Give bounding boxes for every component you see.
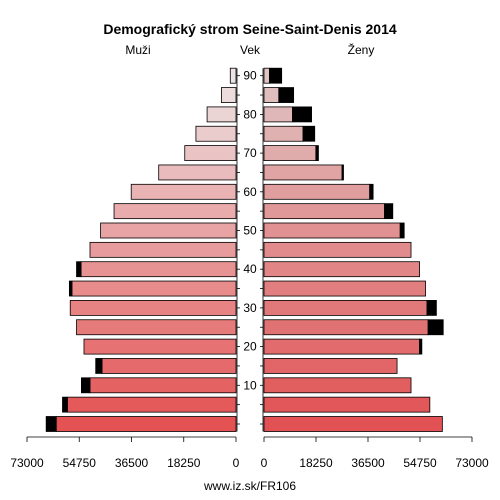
right-x-tick-label: 54750: [403, 456, 437, 470]
left-side-label: Muži: [125, 43, 150, 57]
male-bar: [113, 203, 237, 220]
male-bar: [184, 145, 237, 162]
female-bar: [263, 203, 385, 220]
right-x-tick-label: 18250: [299, 456, 333, 470]
female-bar: [263, 183, 371, 200]
axes-layer: 10 20 30 40 50 60 70 80 90 0 0 18250 18250 36500 36500…: [10, 68, 489, 470]
male-bar: [195, 125, 237, 142]
age-axis-label: Vek: [240, 43, 261, 57]
male-extra-bar: [95, 358, 103, 374]
female-bar: [263, 241, 412, 258]
female-extra-bar: [384, 203, 394, 220]
male-bar: [101, 358, 237, 374]
age-tick-label: 30: [243, 301, 257, 315]
female-bar: [263, 222, 401, 239]
female-extra-bar: [302, 125, 316, 142]
age-tick-label: 80: [243, 107, 257, 121]
female-extra-bar: [292, 106, 312, 123]
female-extra-bar: [369, 183, 374, 200]
female-extra-bar: [427, 319, 444, 336]
age-tick-label: 50: [243, 224, 257, 238]
female-bar: [263, 416, 443, 432]
female-extra-bar: [399, 222, 405, 239]
male-bar: [76, 319, 237, 336]
female-bar: [263, 87, 280, 103]
female-bar: [263, 358, 398, 374]
right-x-tick-label: 73000: [455, 456, 489, 470]
male-bar: [130, 183, 237, 200]
male-extra-bar: [76, 261, 82, 278]
male-extra-bar: [45, 416, 57, 432]
male-extra-bar: [62, 396, 68, 413]
male-bar: [83, 338, 237, 355]
age-tick-label: 60: [243, 185, 257, 199]
female-bar: [263, 261, 420, 278]
male-extra-bar: [80, 377, 91, 394]
female-bar: [263, 67, 270, 84]
female-bar: [263, 164, 343, 181]
right-x-tick-label: 0: [261, 456, 268, 470]
female-extra-bar: [426, 299, 437, 316]
female-bar: [263, 396, 431, 413]
right-side-label: Ženy: [348, 42, 375, 57]
left-x-tick-label: 73000: [10, 456, 44, 470]
male-bar: [229, 67, 237, 84]
male-bar: [71, 280, 237, 297]
female-bar: [263, 319, 429, 336]
male-bar: [220, 87, 237, 103]
footer-url: www.iz.sk/FR106: [203, 479, 296, 493]
male-bar: [100, 222, 237, 239]
age-tick-label: 20: [243, 340, 257, 354]
male-bar: [66, 396, 237, 413]
female-bar: [263, 125, 304, 142]
female-extra-bar: [269, 67, 283, 84]
female-bar: [263, 106, 293, 123]
right-x-tick-label: 36500: [351, 456, 385, 470]
age-tick-label: 70: [243, 146, 257, 160]
age-tick-label: 10: [243, 378, 257, 392]
male-bar: [206, 106, 237, 123]
female-extra-bar: [341, 164, 344, 181]
male-bar: [55, 416, 237, 432]
male-bar: [80, 261, 237, 278]
female-bar: [263, 145, 317, 162]
male-bar: [89, 377, 237, 394]
female-bar: [263, 299, 428, 316]
age-tick-label: 40: [243, 262, 257, 276]
female-extra-bar: [419, 338, 423, 355]
male-bar: [89, 241, 237, 258]
female-bar: [263, 338, 420, 355]
female-extra-bar: [278, 87, 295, 103]
left-x-tick-label: 54750: [63, 456, 97, 470]
bars-layer: [45, 67, 444, 432]
female-bar: [263, 280, 426, 297]
female-extra-bar: [315, 145, 319, 162]
chart-title: Demografický strom Seine-Saint-Denis 201…: [103, 21, 397, 37]
female-bar: [263, 377, 412, 394]
left-x-tick-label: 18250: [167, 456, 201, 470]
left-x-tick-label: 36500: [115, 456, 149, 470]
male-bar: [69, 299, 237, 316]
left-x-tick-label: 0: [233, 456, 240, 470]
male-extra-bar: [68, 280, 73, 297]
male-bar: [158, 164, 237, 181]
age-tick-label: 90: [243, 69, 257, 83]
